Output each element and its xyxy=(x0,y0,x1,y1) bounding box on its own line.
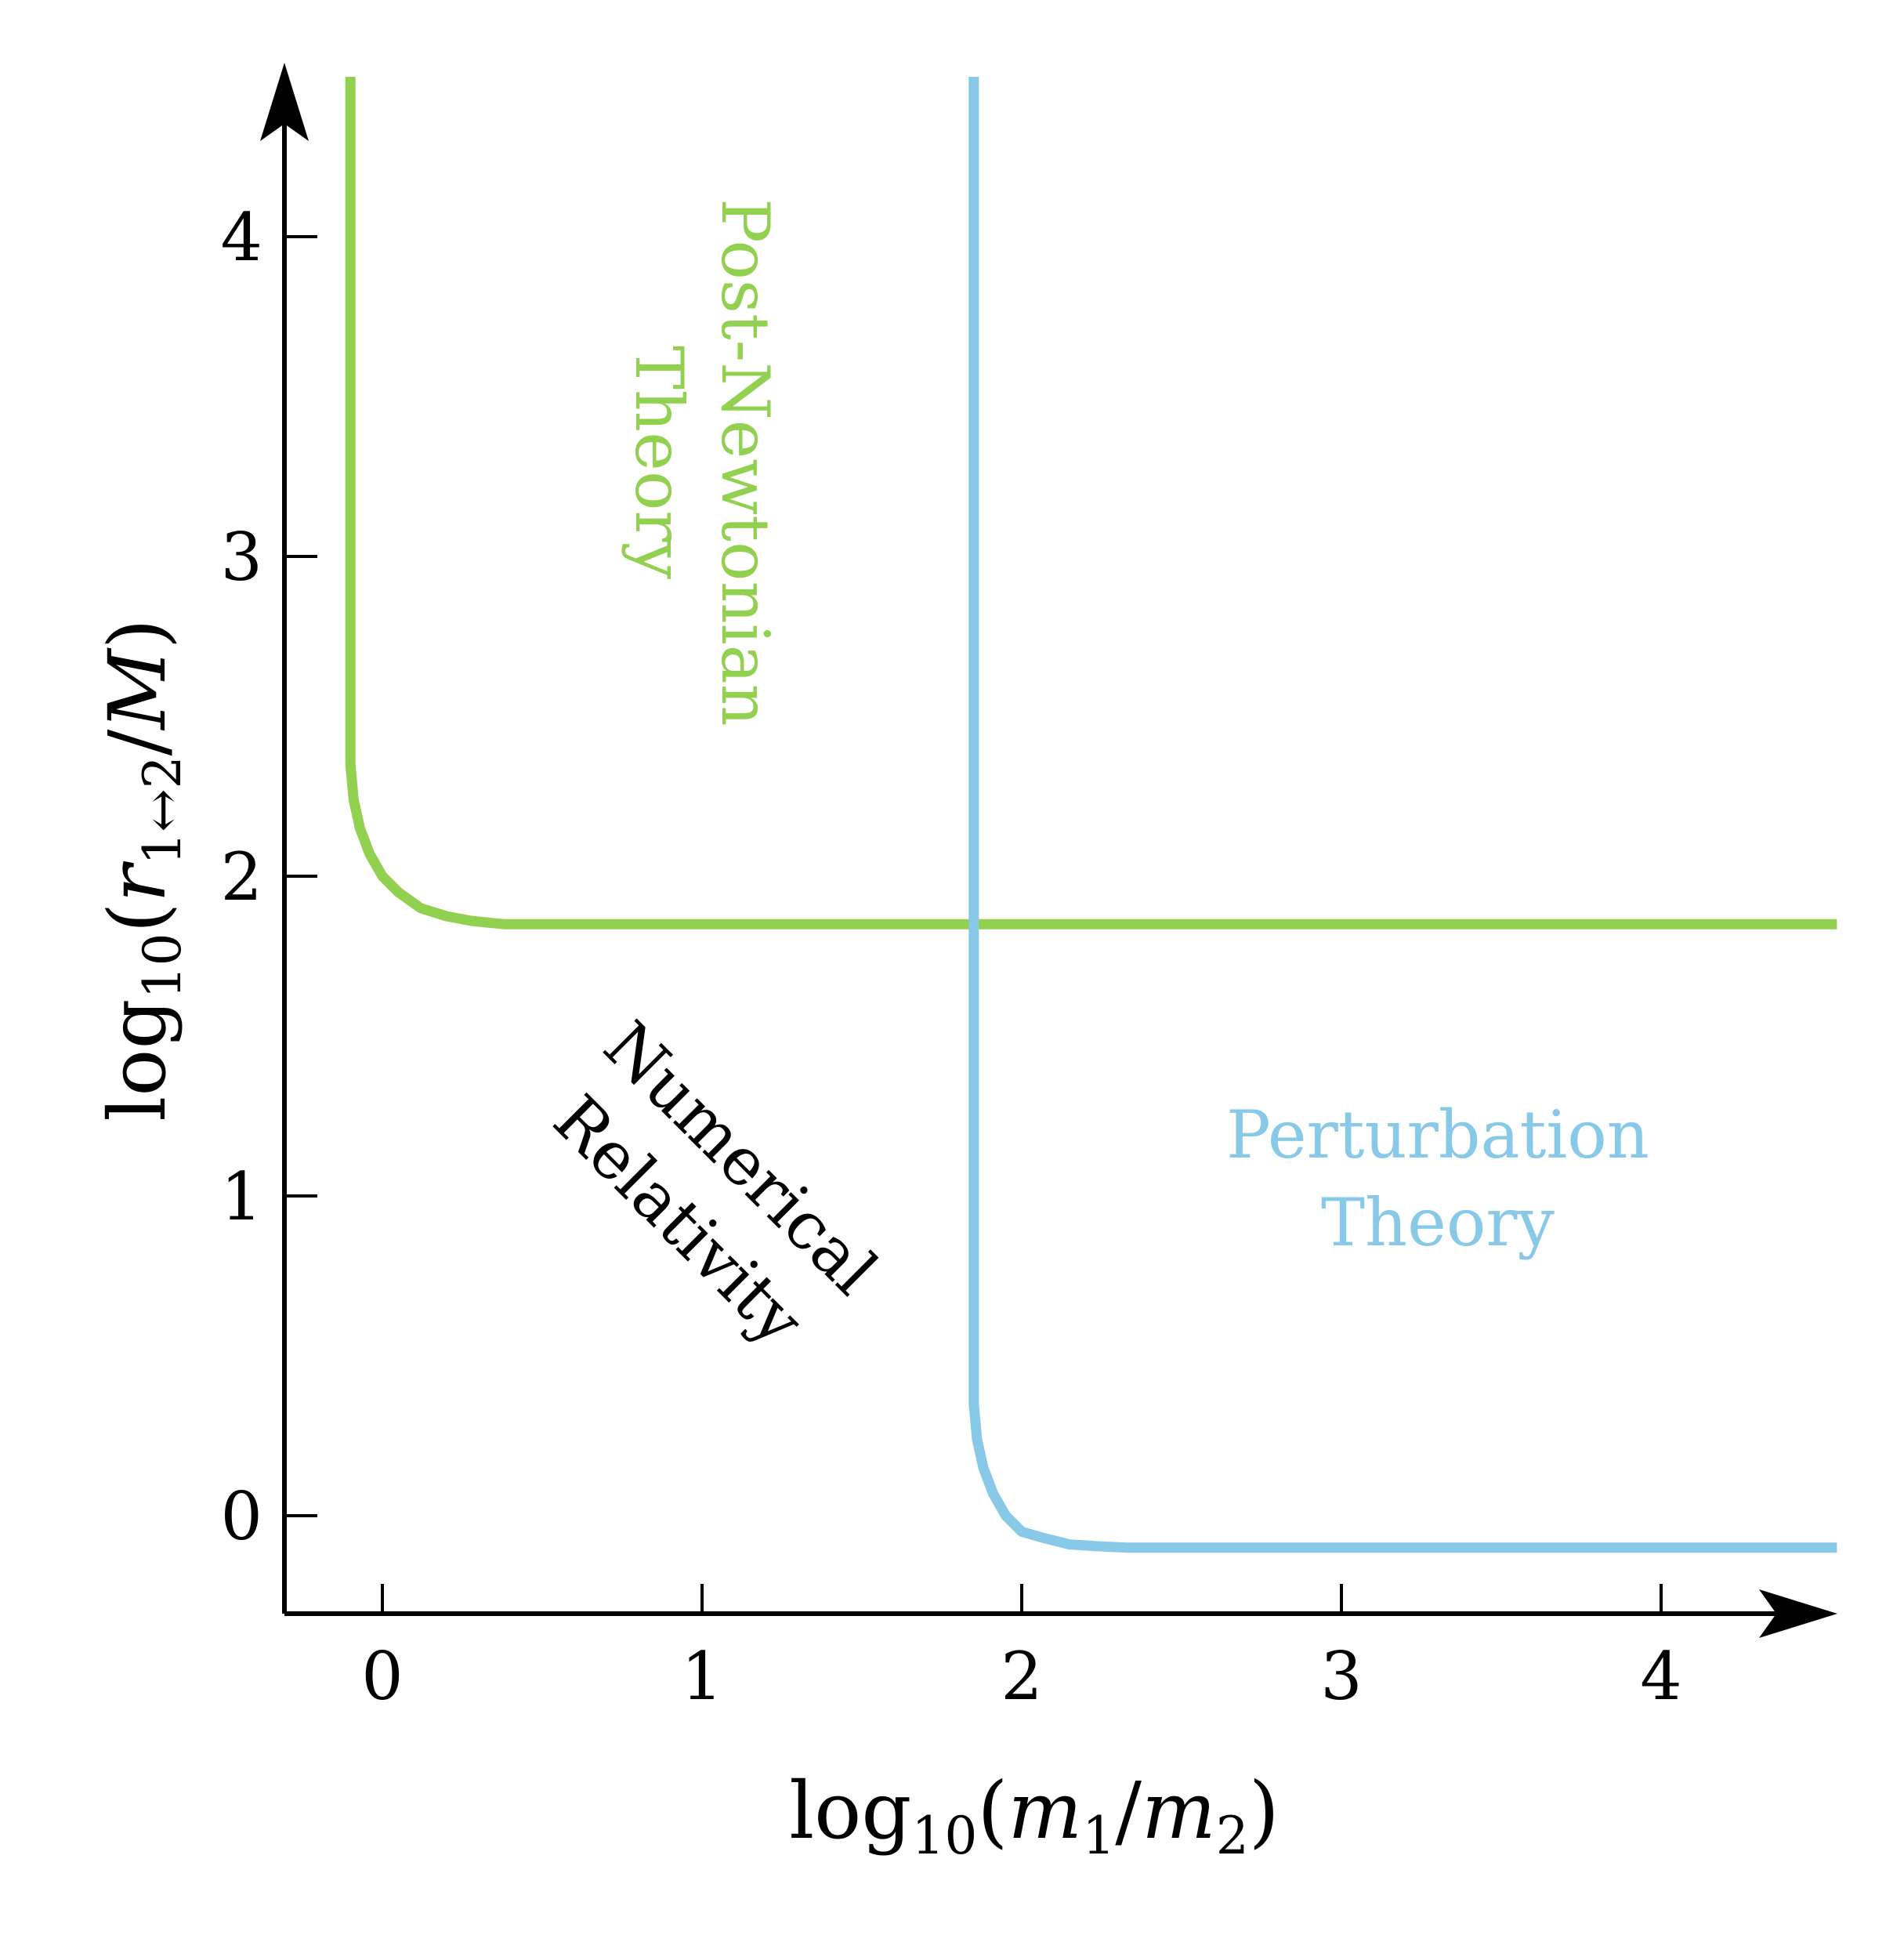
x-tick-label-0: 0 xyxy=(361,1638,403,1715)
x-label-log-sub: 10 xyxy=(911,1806,977,1866)
y-axis-arrowhead xyxy=(260,63,309,141)
x-label-num: m xyxy=(1008,1765,1082,1857)
x-label-close-paren: ) xyxy=(1249,1765,1280,1857)
y-label-close-paren: ) xyxy=(92,618,183,649)
y-axis-label: log10(r1↔2/M) xyxy=(92,618,193,1121)
axes-layer xyxy=(260,63,1837,1638)
x-label-num-sub: 1 xyxy=(1082,1806,1115,1866)
annotation-perturbation-theory-line-2: Theory xyxy=(1321,1184,1555,1261)
x-label-open-paren: ( xyxy=(977,1765,1008,1857)
x-axis-arrowhead xyxy=(1759,1589,1837,1638)
y-label-open-paren: ( xyxy=(92,903,183,933)
y-tick-label-2: 2 xyxy=(221,839,262,915)
y-label-log: log xyxy=(92,999,183,1122)
x-label-slash: / xyxy=(1115,1765,1142,1857)
x-tick-label-2: 2 xyxy=(1001,1638,1042,1715)
x-tick-label-4: 4 xyxy=(1640,1638,1681,1715)
y-tick-label-3: 3 xyxy=(221,519,262,596)
y-tick-label-4: 4 xyxy=(221,199,262,276)
series-line-post-newtonian xyxy=(345,77,1837,929)
y-tick-label-0: 0 xyxy=(221,1478,262,1555)
annotation-perturbation-theory: Perturbation Theory xyxy=(1226,1096,1649,1261)
annotation-post-newtonian-line-1: Post-Newtonian xyxy=(707,198,784,727)
y-label-num: r xyxy=(92,861,183,903)
x-tick-label-3: 3 xyxy=(1320,1638,1362,1715)
x-tick-label-1: 1 xyxy=(681,1638,722,1715)
y-tick-label-1: 1 xyxy=(221,1158,262,1235)
series-line-perturbation xyxy=(968,77,1837,1553)
x-label-log: log xyxy=(789,1765,911,1857)
y-label-log-sub: 10 xyxy=(132,933,193,999)
series-layer xyxy=(345,77,1837,1553)
x-label-den: m xyxy=(1142,1765,1216,1857)
y-label-den: M xyxy=(92,647,183,731)
annotation-post-newtonian-line-2: Theory xyxy=(621,346,697,580)
x-axis-label: log10(m1/m2) xyxy=(789,1765,1280,1866)
annotation-perturbation-theory-line-1: Perturbation xyxy=(1226,1096,1649,1173)
y-label-slash: / xyxy=(92,729,183,756)
y-label-num-sub: 1↔2 xyxy=(132,756,193,864)
x-label-den-sub: 2 xyxy=(1216,1806,1249,1866)
ticks-layer: 0 1 2 3 4 0 1 2 3 4 xyxy=(221,199,1682,1715)
